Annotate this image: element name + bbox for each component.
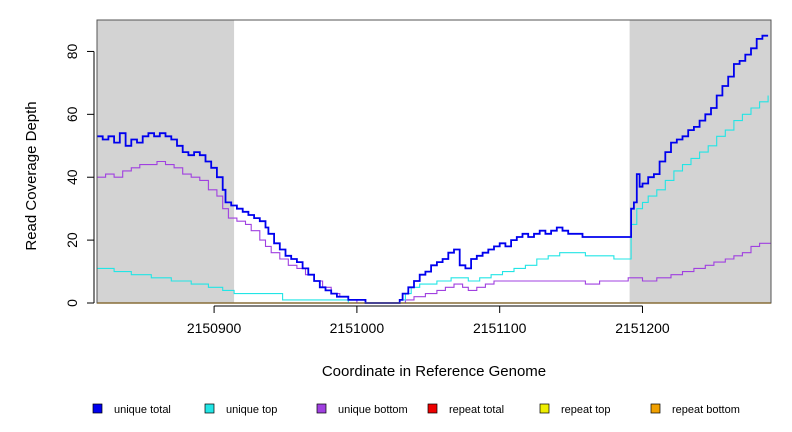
y-tick-label-40: 40 <box>64 169 80 185</box>
legend-swatch <box>316 403 327 414</box>
legend: unique total unique top unique bottom repea… <box>92 403 740 416</box>
legend-swatch <box>204 403 215 414</box>
x-tick-label-2151200: 2151200 <box>615 320 670 336</box>
legend-item-unique-bottom: unique bottom <box>316 403 408 416</box>
legend-item-unique-top: unique top <box>204 403 277 416</box>
x-tick-label-2151100: 2151100 <box>473 320 527 336</box>
legend-label: unique top <box>226 404 277 416</box>
axes: 2150900 2151000 2151100 2151200 0 20 40 60 80 <box>64 43 670 336</box>
x-tick-label-2151000: 2151000 <box>330 320 385 336</box>
legend-label: repeat bottom <box>672 404 740 416</box>
x-tick-label-2150900: 2150900 <box>187 320 242 336</box>
legend-item-repeat-top: repeat top <box>539 403 611 416</box>
legend-swatch <box>539 403 550 414</box>
y-tick-label-60: 60 <box>64 106 80 122</box>
shaded-regions <box>97 20 771 303</box>
legend-swatch <box>92 403 103 414</box>
legend-swatch <box>427 403 438 414</box>
legend-label: repeat top <box>561 404 611 416</box>
legend-item-repeat-total: repeat total <box>427 403 504 416</box>
plot-frame <box>96 19 772 304</box>
legend-label: unique total <box>114 404 171 416</box>
series-unique-total <box>97 34 769 304</box>
legend-item-unique-total: unique total <box>92 403 171 416</box>
y-tick-label-20: 20 <box>64 232 80 248</box>
y-tick-label-0: 0 <box>64 299 80 307</box>
legend-swatch <box>650 403 661 414</box>
x-axis-label: Coordinate in Reference Genome <box>322 363 546 380</box>
legend-label: unique bottom <box>338 404 408 416</box>
y-tick-label-80: 80 <box>64 43 80 59</box>
legend-label: repeat total <box>449 404 504 416</box>
shaded-region-2 <box>629 20 771 303</box>
series-unique-top <box>97 95 769 304</box>
legend-item-repeat-bottom: repeat bottom <box>650 403 740 416</box>
y-axis-label: Read Coverage Depth <box>23 101 40 250</box>
